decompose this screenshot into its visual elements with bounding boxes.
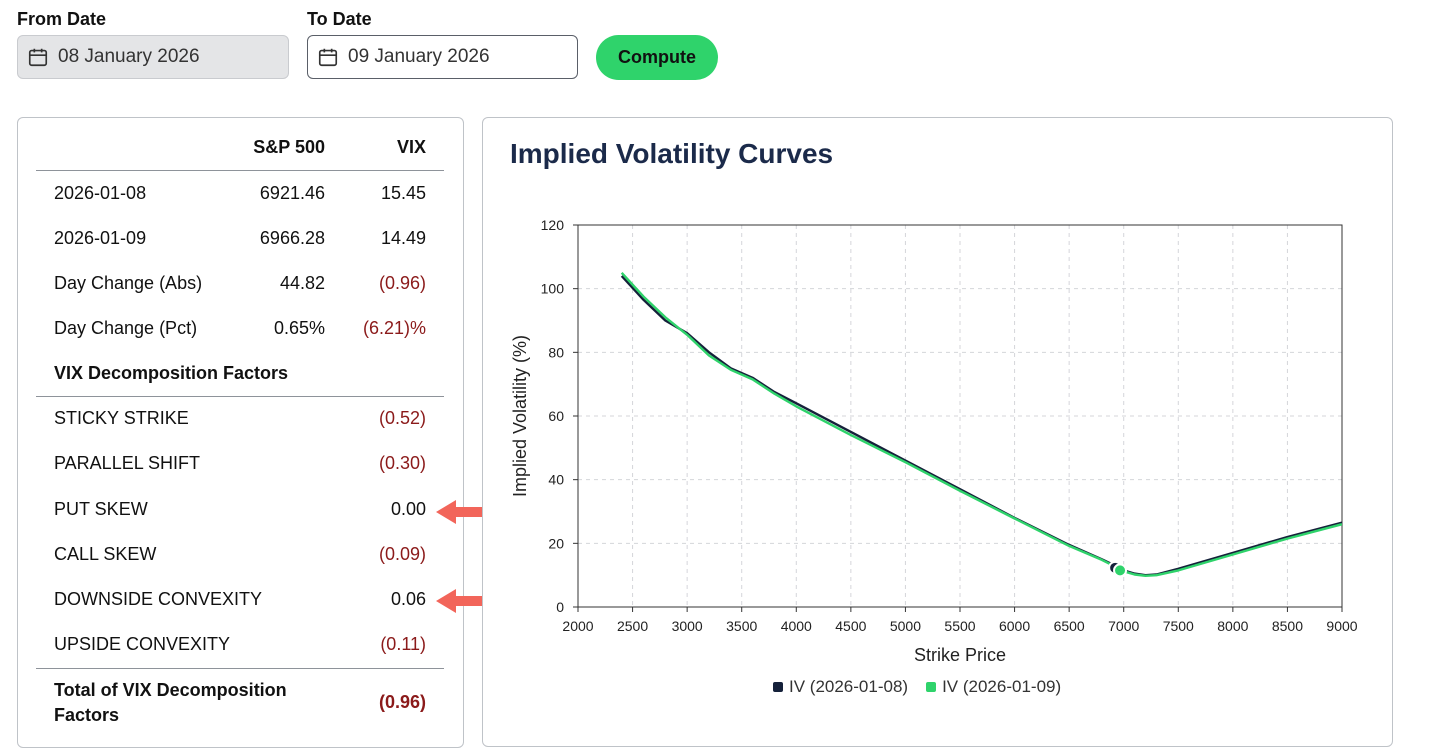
column-header-vix: VIX xyxy=(396,137,426,157)
x-tick-label: 8500 xyxy=(1272,618,1303,634)
compute-button[interactable]: Compute xyxy=(596,35,718,80)
factor-value: 0.06 xyxy=(390,589,426,609)
divider xyxy=(36,668,444,669)
x-tick-label: 3000 xyxy=(672,618,703,634)
calendar-icon xyxy=(308,46,348,68)
from-date-label: From Date xyxy=(17,9,107,29)
annotation-arrow-icon xyxy=(436,589,523,613)
x-tick-label: 4500 xyxy=(835,618,866,634)
divider xyxy=(36,396,444,397)
vix-value: 15.45 xyxy=(380,183,426,203)
x-tick-label: 6000 xyxy=(999,618,1030,634)
row-label: Day Change (Abs) xyxy=(54,273,203,293)
x-axis-label: Strike Price xyxy=(914,645,1006,665)
vix-value: 14.49 xyxy=(380,228,426,248)
factor-label: DOWNSIDE CONVEXITY xyxy=(54,589,263,609)
factor-value: 0.00 xyxy=(390,499,426,519)
factor-value: (0.52) xyxy=(378,408,426,428)
x-tick-label: 7500 xyxy=(1163,618,1194,634)
x-tick-label: 6500 xyxy=(1054,618,1085,634)
row-label: 2026-01-08 xyxy=(54,183,147,203)
column-header-sp500: S&P 500 xyxy=(253,137,325,157)
y-tick-label: 120 xyxy=(541,217,565,233)
factor-value: (0.09) xyxy=(378,544,426,564)
divider xyxy=(36,170,444,171)
series-line-1 xyxy=(620,271,1342,577)
chart-panel xyxy=(482,117,1393,747)
from-date-field[interactable]: 08 January 2026 xyxy=(17,35,289,79)
legend-label: IV (2026-01-09) xyxy=(942,677,1062,696)
to-date-field[interactable]: 09 January 2026 xyxy=(307,35,578,79)
to-date-value: 09 January 2026 xyxy=(348,46,490,67)
x-tick-label: 9000 xyxy=(1326,618,1357,634)
legend-swatch xyxy=(926,682,937,692)
calendar-icon xyxy=(18,46,58,68)
x-tick-label: 4000 xyxy=(781,618,812,634)
x-tick-label: 8000 xyxy=(1217,618,1248,634)
row-label: Day Change (Pct) xyxy=(54,318,198,338)
factor-value: (0.11) xyxy=(380,634,426,654)
factor-label: UPSIDE CONVEXITY xyxy=(54,634,231,654)
y-tick-label: 100 xyxy=(541,281,565,297)
legend-swatch xyxy=(773,682,783,692)
y-tick-label: 20 xyxy=(548,535,564,551)
vix-value: (0.96) xyxy=(378,273,426,293)
y-tick-label: 40 xyxy=(548,472,564,488)
y-tick-label: 60 xyxy=(548,408,564,424)
vix-value: (6.21)% xyxy=(362,318,426,338)
total-value: (0.96) xyxy=(378,692,426,712)
iv-chart: 2000 2500 3000 3500 4000 4500 5000 5500 6000 6500… xyxy=(510,217,1358,665)
total-label: Total of VIX Decomposition xyxy=(54,680,287,700)
sp500-value: 44.82 xyxy=(279,273,325,293)
sp500-value: 6966.28 xyxy=(259,228,325,248)
x-tick-label: 2500 xyxy=(617,618,648,634)
x-tick-label: 2000 xyxy=(562,618,593,634)
to-date-label: To Date xyxy=(307,9,372,29)
decomposition-table-panel xyxy=(17,117,464,748)
y-axis-label: Implied Volatility (%) xyxy=(510,335,530,497)
sp500-value: 0.65% xyxy=(273,318,325,338)
y-tick-label: 0 xyxy=(556,599,564,615)
from-date-value: 08 January 2026 xyxy=(58,46,200,67)
chart-legend: IV (2026-01-08) IV (2026-01-09) xyxy=(773,677,1079,697)
y-tick-label: 80 xyxy=(548,344,564,360)
chart-title: Implied Volatility Curves xyxy=(510,138,834,169)
x-tick-label: 3500 xyxy=(726,618,757,634)
row-label: 2026-01-09 xyxy=(54,228,147,248)
annotation-arrow-icon xyxy=(436,500,485,524)
factor-label: CALL SKEW xyxy=(54,544,157,564)
series-line-0 xyxy=(620,275,1342,577)
x-tick-label: 5500 xyxy=(944,618,975,634)
x-tick-label: 7000 xyxy=(1108,618,1139,634)
factor-label: PUT SKEW xyxy=(54,499,148,519)
legend-item-2026-01-09[interactable]: IV (2026-01-09) xyxy=(926,677,1061,697)
plot-frame xyxy=(577,224,1343,608)
spot-marker-1 xyxy=(1113,563,1128,578)
sp500-value: 6921.46 xyxy=(259,183,325,203)
x-tick-label: 5000 xyxy=(890,618,921,634)
total-label-continued: Factors xyxy=(54,705,120,725)
factor-label: STICKY STRIKE xyxy=(54,408,189,428)
legend-item-2026-01-08[interactable]: IV (2026-01-08) xyxy=(773,677,908,697)
factors-heading-text: VIX Decomposition Factors xyxy=(54,363,289,383)
factor-label: PARALLEL SHIFT xyxy=(54,453,201,473)
legend-label: IV (2026-01-08) xyxy=(789,677,909,696)
factor-value: (0.30) xyxy=(378,453,426,473)
